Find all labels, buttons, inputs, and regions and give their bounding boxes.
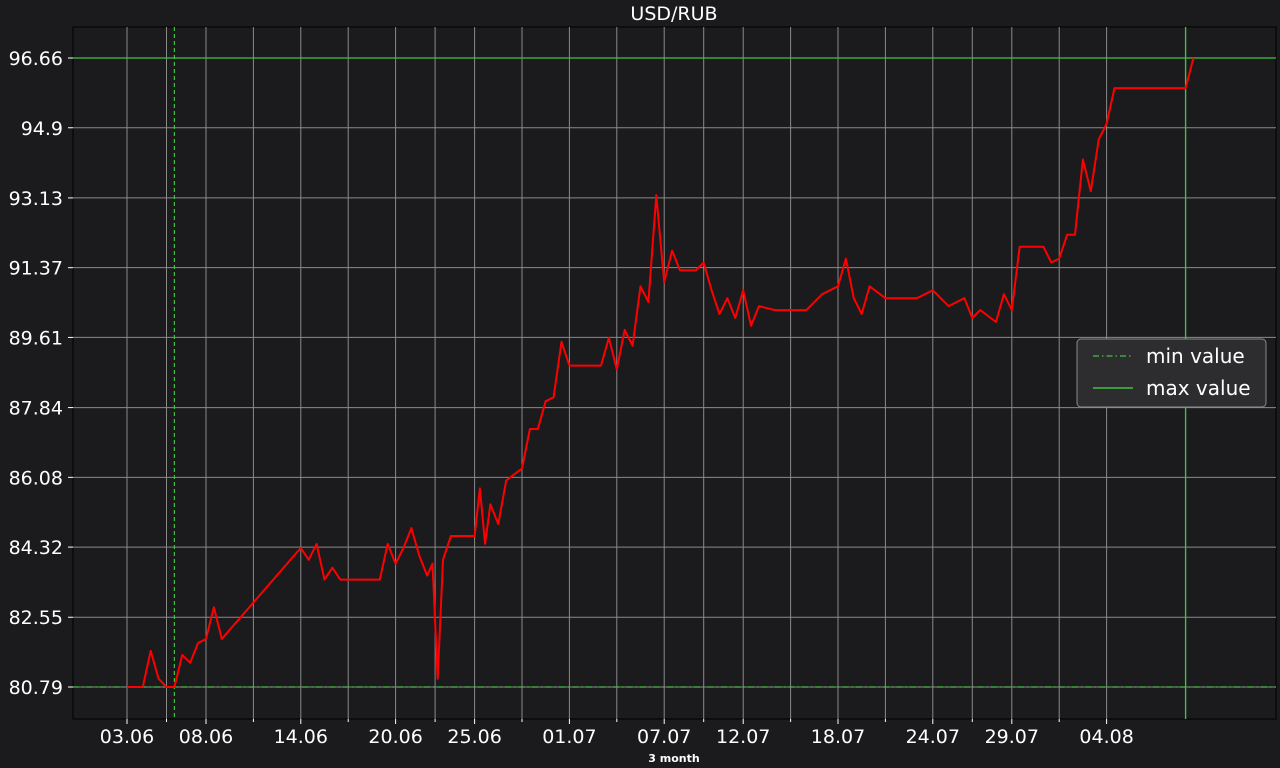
y-tick-label: 84.32 xyxy=(9,537,63,559)
x-tick-label: 12.07 xyxy=(716,726,770,748)
x-tick-label: 03.06 xyxy=(100,726,154,748)
x-tick-label: 24.07 xyxy=(906,726,960,748)
y-axis: 80.79 82.55 84.32 86.08 87.84 89.61 91.37 93.13… xyxy=(9,48,73,699)
y-tick-label: 93.13 xyxy=(9,188,63,210)
series-layer xyxy=(127,57,1195,688)
y-tick-label: 86.08 xyxy=(9,467,63,489)
x-tick-label: 07.07 xyxy=(637,726,691,748)
y-tick-label: 80.79 xyxy=(9,677,63,699)
legend: min value max value xyxy=(1076,338,1267,408)
x-axis-label: 3 month xyxy=(648,752,699,765)
y-tick-label: 82.55 xyxy=(9,607,63,629)
chart-title: USD/RUB xyxy=(630,3,717,25)
y-tick-label: 89.61 xyxy=(9,327,63,349)
x-tick-label: 04.08 xyxy=(1079,726,1133,748)
x-tick-label: 14.06 xyxy=(274,726,328,748)
y-tick-label: 91.37 xyxy=(9,258,63,280)
x-tick-label: 01.07 xyxy=(542,726,596,748)
x-axis: 03.06 08.06 14.06 20.06 25.06 01.07 07.07 12.07… xyxy=(100,719,1134,748)
x-tick-label: 20.06 xyxy=(368,726,422,748)
legend-max-label: max value xyxy=(1146,376,1251,400)
x-tick-label: 08.06 xyxy=(179,726,233,748)
x-tick-label: 29.07 xyxy=(985,726,1039,748)
y-tick-label: 87.84 xyxy=(9,398,63,420)
y-tick-label: 96.66 xyxy=(9,48,63,70)
x-tick-label: 25.06 xyxy=(447,726,501,748)
x-tick-label: 18.07 xyxy=(811,726,865,748)
price-series-line xyxy=(127,57,1195,688)
y-tick-label: 94.9 xyxy=(21,118,63,140)
plot-area xyxy=(72,26,1277,720)
legend-min-label: min value xyxy=(1146,344,1245,368)
